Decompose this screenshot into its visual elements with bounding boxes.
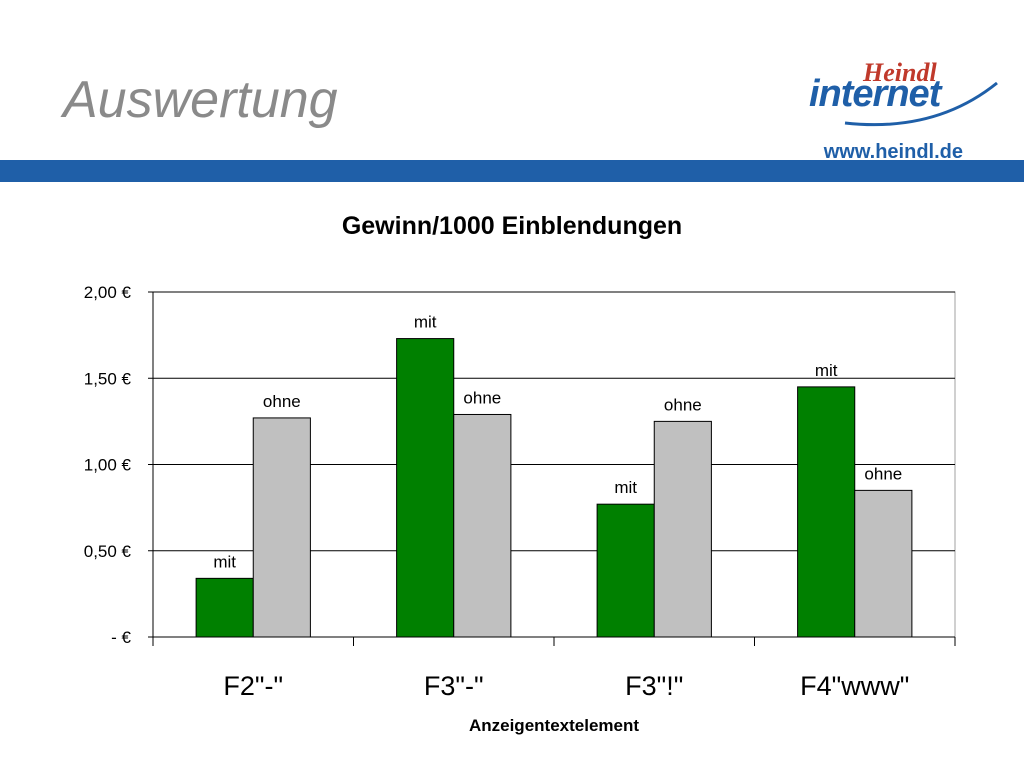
- data-label-mit: mit: [213, 552, 236, 571]
- logo-swoosh: [844, 81, 998, 127]
- category-label: F3"!": [625, 671, 683, 701]
- y-tick-label: 2,00 €: [84, 283, 132, 302]
- bar-ohne: [854, 489, 913, 638]
- logo-brand-large: internet: [809, 73, 943, 115]
- bar-ohne: [453, 413, 512, 638]
- category-label: F2"-": [223, 671, 283, 701]
- chart-title: Gewinn/1000 Einblendungen: [341, 212, 683, 240]
- data-label-ohne: ohne: [463, 388, 501, 407]
- logo-brand-small: Heindl: [862, 58, 937, 87]
- data-label-mit: mit: [414, 313, 437, 332]
- header-band: [0, 160, 1024, 182]
- bar-ohne: [252, 417, 311, 638]
- y-tick-label: 1,50 €: [84, 369, 132, 388]
- bar-mit: [195, 577, 254, 638]
- data-label-ohne: ohne: [664, 395, 702, 414]
- slide-title: Auswertung: [63, 71, 338, 129]
- bar-mit: [596, 503, 655, 638]
- bar-ohne: [653, 420, 712, 638]
- x-axis-title: Anzeigentextelement: [469, 716, 639, 735]
- y-tick-label: - €: [111, 628, 131, 647]
- bar-mit: [797, 386, 856, 638]
- y-tick-label: 0,50 €: [84, 542, 132, 561]
- data-label-ohne: ohne: [864, 464, 902, 483]
- heindl-internet-logo: Heindl internet: [809, 58, 998, 127]
- data-label-ohne: ohne: [263, 392, 301, 411]
- y-tick-label: 1,00 €: [84, 456, 132, 475]
- category-label: F4"www": [800, 671, 909, 701]
- data-label-mit: mit: [815, 361, 838, 380]
- category-label: F3"-": [424, 671, 484, 701]
- bar-mit: [396, 338, 455, 638]
- logo-url: www.heindl.de: [823, 141, 963, 163]
- data-label-mit: mit: [614, 478, 637, 497]
